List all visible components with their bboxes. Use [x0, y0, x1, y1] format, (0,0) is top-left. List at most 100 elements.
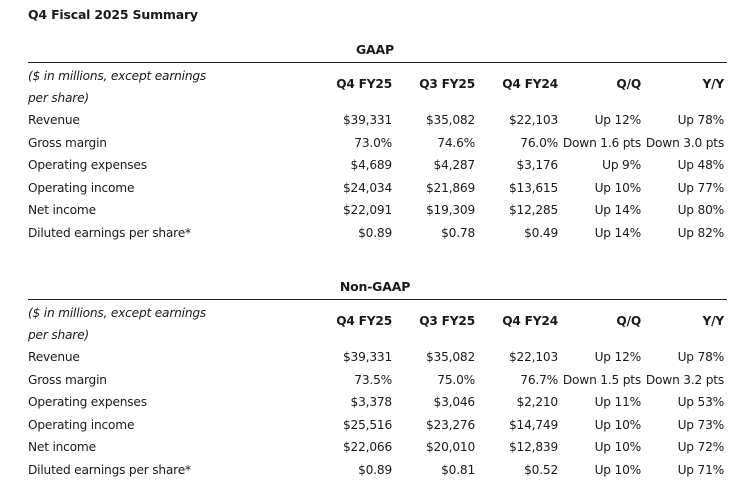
cell-value: Down 1.6 pts [562, 135, 641, 150]
header-row: ($ in millions, except earnings per shar… [28, 300, 727, 346]
units-label: ($ in millions, except earnings per shar… [28, 69, 207, 105]
cell-value: $24,034 [343, 180, 392, 195]
cell-value: 76.0% [520, 135, 558, 150]
cell-value: Up 10% [594, 440, 642, 455]
cell-value: $20,010 [426, 440, 475, 455]
cell-value: $21,869 [426, 180, 475, 195]
cell-value: Up 80% [677, 203, 725, 218]
cell-value: $0.81 [441, 462, 475, 477]
cell-value: Up 12% [594, 350, 642, 364]
cell-value: Up 14% [594, 225, 642, 240]
cell-value: $3,176 [516, 158, 559, 173]
cell-value: Up 12% [594, 113, 642, 127]
cell-value: Up 11% [594, 395, 642, 410]
row-label: Diluted earnings per share* [28, 462, 191, 477]
cell-value: $22,066 [343, 440, 392, 455]
table-row: Gross margin 73.5% 75.0% 76.7% Down 1.5 pts D… [28, 369, 727, 392]
cell-value: Down 3.2 pts [645, 372, 724, 387]
table-row: Revenue $39,331 $35,082 $22,103 Up 12% Up 78% [28, 346, 727, 369]
row-label: Operating expenses [28, 158, 147, 173]
cell-value: Up 48% [677, 158, 725, 173]
row-label: Net income [28, 440, 96, 455]
cell-value: $3,046 [433, 395, 476, 410]
column-header: Q/Q [616, 77, 641, 91]
cell-value: Up 82% [677, 225, 725, 240]
column-header: Q3 FY25 [419, 314, 475, 328]
cell-value: Down 1.5 pts [562, 372, 641, 387]
cell-value: $35,082 [426, 350, 475, 364]
table-row: Net income $22,066 $20,010 $12,839 Up 10% Up … [28, 436, 727, 459]
cell-value: Up 14% [594, 203, 642, 218]
cell-value: $3,378 [350, 395, 393, 410]
cell-value: $0.89 [358, 462, 392, 477]
cell-value: Up 10% [594, 417, 642, 432]
cell-value: Up 10% [594, 180, 642, 195]
cell-value: Up 78% [677, 113, 725, 127]
units-label: ($ in millions, except earnings per shar… [28, 306, 207, 342]
cell-value: Up 9% [602, 158, 641, 173]
table-row: Operating income $24,034 $21,869 $13,615 Up … [28, 177, 727, 200]
row-label: Gross margin [28, 135, 107, 150]
table-heading: GAAP [356, 42, 394, 57]
column-header: Y/Y [702, 314, 724, 328]
cell-value: $4,287 [433, 158, 476, 173]
cell-value: Up 71% [677, 462, 725, 477]
column-header: Q/Q [616, 314, 641, 328]
column-header: Q4 FY24 [502, 77, 558, 91]
cell-value: 73.0% [354, 135, 392, 150]
column-header: Q4 FY25 [336, 314, 392, 328]
cell-value: $19,309 [426, 203, 475, 218]
cell-value: $0.52 [524, 462, 558, 477]
divider [28, 62, 727, 63]
cell-value: $13,615 [509, 180, 558, 195]
table-heading: Non-GAAP [339, 279, 411, 294]
cell-value: Up 72% [677, 440, 725, 455]
cell-value: $22,103 [509, 113, 558, 127]
row-label: Revenue [28, 113, 80, 127]
cell-value: $25,516 [343, 417, 392, 432]
cell-value: Up 77% [677, 180, 725, 195]
row-label: Gross margin [28, 372, 107, 387]
cell-value: $2,210 [516, 395, 559, 410]
page-title: Q4 Fiscal 2025 Summary [28, 7, 198, 22]
cell-value: Down 3.0 pts [645, 135, 724, 150]
cell-value: $22,091 [343, 203, 392, 218]
cell-value: $22,103 [509, 350, 558, 364]
column-header: Q4 FY25 [336, 77, 392, 91]
cell-value: $39,331 [343, 350, 392, 364]
column-header: Q3 FY25 [419, 77, 475, 91]
cell-value: Up 73% [677, 417, 725, 432]
table-row: Operating expenses $3,378 $3,046 $2,210 Up 1… [28, 391, 727, 414]
table-row: Operating expenses $4,689 $4,287 $3,176 Up 9… [28, 154, 727, 177]
column-header: Q4 FY24 [502, 314, 558, 328]
row-label: Operating income [28, 417, 135, 432]
row-label: Operating expenses [28, 395, 147, 410]
gaap-table: GAAP ($ in millions, except earnings per … [28, 42, 727, 245]
column-header: Y/Y [702, 77, 724, 91]
divider [28, 299, 727, 300]
cell-value: $23,276 [426, 417, 475, 432]
cell-value: Up 10% [594, 462, 642, 477]
cell-value: $0.49 [524, 225, 558, 240]
row-label: Operating income [28, 180, 135, 195]
table-row: Operating income $25,516 $23,276 $14,749 Up … [28, 414, 727, 437]
table-row: Gross margin 73.0% 74.6% 76.0% Down 1.6 pts D… [28, 132, 727, 155]
table-row: Diluted earnings per share* $0.89 $0.78 $0.… [28, 222, 727, 245]
table-row: Diluted earnings per share* $0.89 $0.81 $0.… [28, 459, 727, 482]
cell-value: $14,749 [509, 417, 558, 432]
cell-value: 74.6% [437, 135, 475, 150]
cell-value: $4,689 [350, 158, 393, 173]
row-label: Revenue [28, 350, 80, 364]
cell-value: $0.78 [441, 225, 475, 240]
row-label: Diluted earnings per share* [28, 225, 191, 240]
row-label: Net income [28, 203, 96, 218]
cell-value: Up 53% [677, 395, 725, 410]
cell-value: $12,285 [509, 203, 558, 218]
cell-value: Up 78% [677, 350, 725, 364]
table-row: Net income $22,091 $19,309 $12,285 Up 14% Up … [28, 199, 727, 222]
cell-value: 75.0% [437, 372, 475, 387]
cell-value: $35,082 [426, 113, 475, 127]
header-row: ($ in millions, except earnings per shar… [28, 63, 727, 109]
cell-value: $39,331 [343, 113, 392, 127]
non-gaap-table: Non-GAAP ($ in millions, except earnings … [28, 279, 727, 482]
